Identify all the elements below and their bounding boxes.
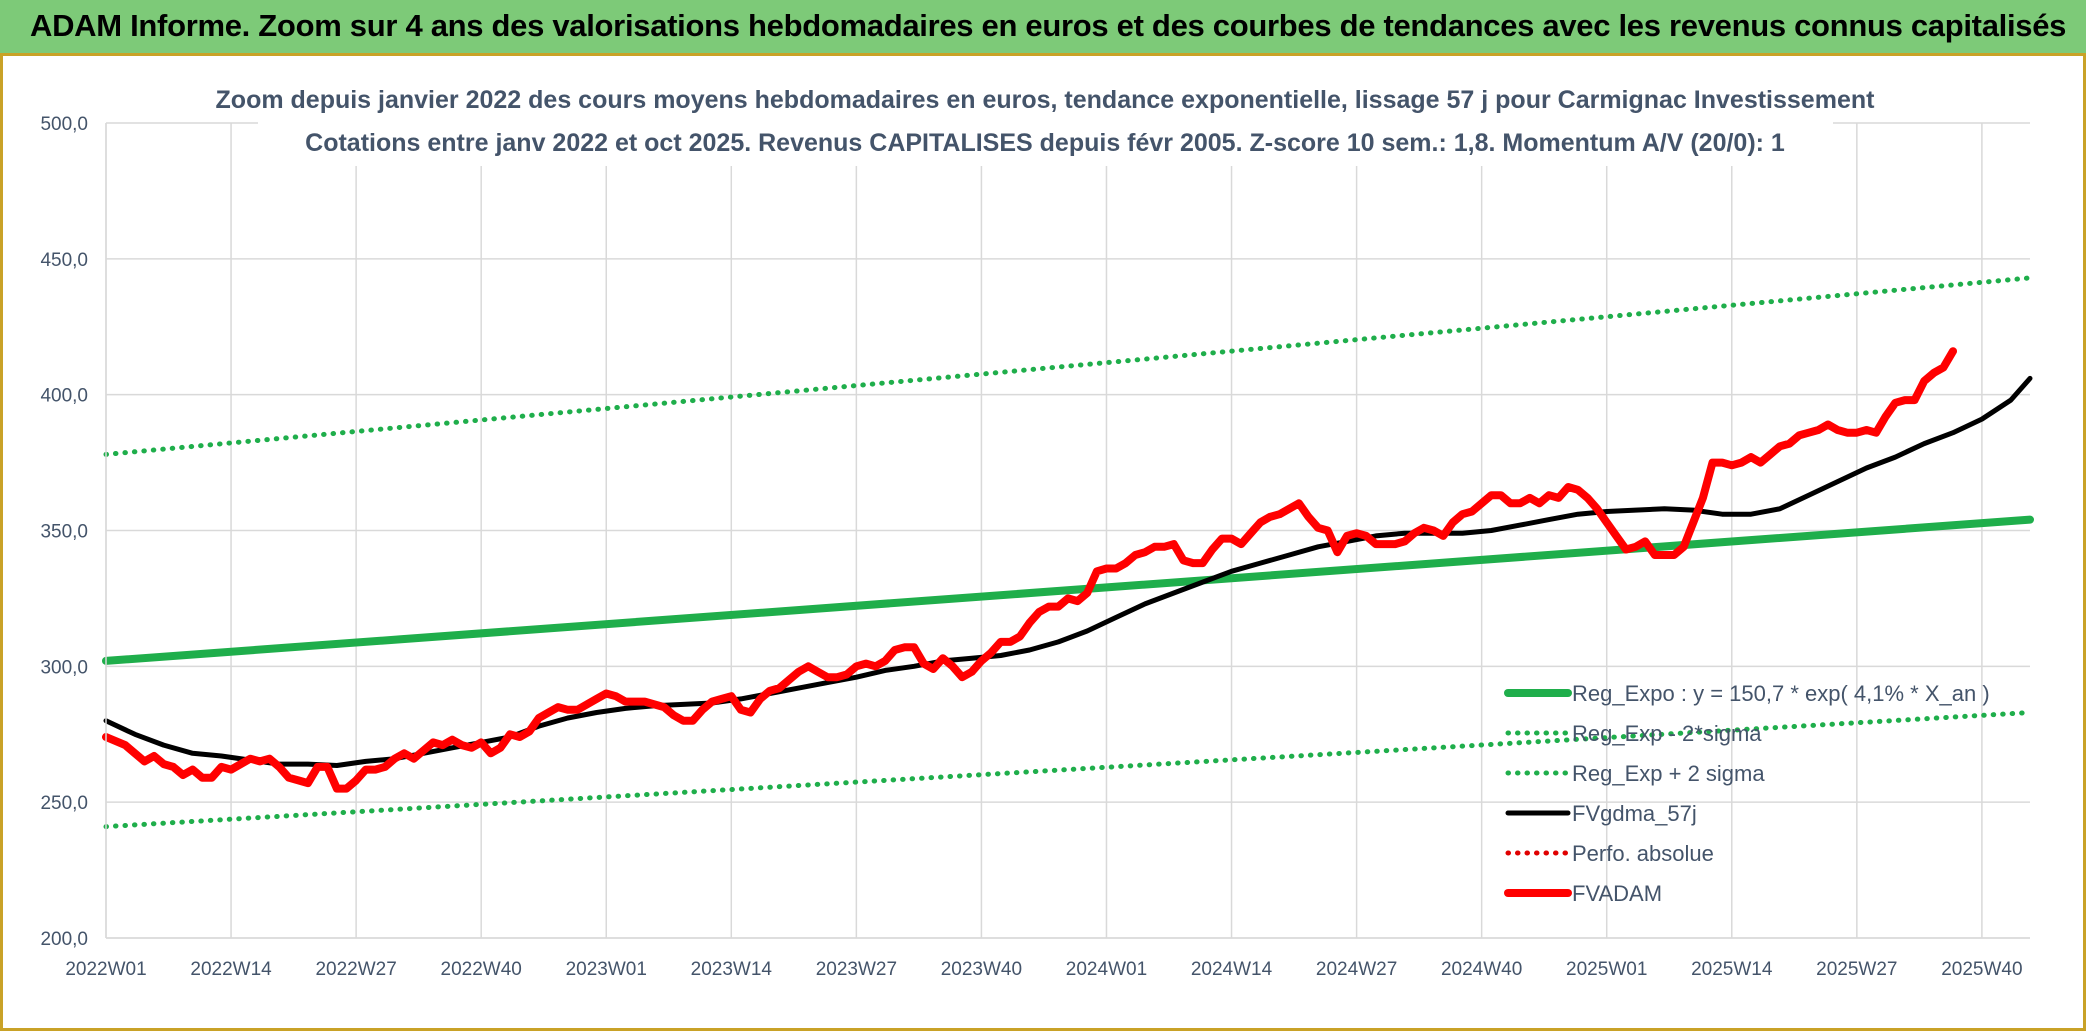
fvadam-line <box>102 347 1957 793</box>
x-tick-label: 2022W01 <box>65 959 146 980</box>
fvgdma-57j-line <box>103 375 2033 768</box>
y-tick-label: 250,0 <box>40 793 88 814</box>
reg-expo-line <box>102 515 2034 665</box>
report-banner: ADAM Informe. Zoom sur 4 ans des valoris… <box>0 0 2086 56</box>
x-tick-label: 2022W27 <box>315 959 396 980</box>
x-tick-label: 2022W40 <box>441 959 522 980</box>
chart-title: Zoom depuis janvier 2022 des cours moyen… <box>216 86 1876 114</box>
x-tick-label: 2024W40 <box>1441 959 1522 980</box>
series-layer <box>102 275 2034 830</box>
legend: Reg_Expo : y = 150,7 * exp( 4,1% * X_an … <box>1504 681 1990 906</box>
legend-label-reg-plus-2sigma: Reg_Exp + 2 sigma <box>1572 761 1765 786</box>
x-tick-label: 2023W27 <box>816 959 897 980</box>
legend-label-fvadam: FVADAM <box>1572 881 1662 906</box>
y-tick-label: 500,0 <box>40 114 88 135</box>
legend-label-reg-minus-2sigma: Reg_Exp - 2*sigma <box>1572 721 1762 746</box>
axes: 200,0 250,0 300,0 350,0 400,0 450,0 500,0 2022W… <box>40 114 2030 980</box>
y-tick-label: 450,0 <box>40 250 88 271</box>
x-tick-label: 2025W27 <box>1816 959 1897 980</box>
x-tick-label: 2023W40 <box>941 959 1022 980</box>
reg-minus-2sigma-line <box>103 710 2033 830</box>
x-tick-label: 2024W27 <box>1316 959 1397 980</box>
x-tick-label: 2025W01 <box>1566 959 1647 980</box>
x-tick-label: 2023W14 <box>691 959 773 980</box>
gridlines <box>105 122 2030 939</box>
x-tick-label: 2025W40 <box>1941 959 2022 980</box>
chart-frame <box>0 56 2086 1031</box>
y-tick-label: 350,0 <box>40 522 88 543</box>
x-tick-label: 2025W14 <box>1691 959 1773 980</box>
x-tick-label: 2024W01 <box>1066 959 1147 980</box>
x-tick-label: 2022W14 <box>190 959 272 980</box>
legend-label-reg-expo: Reg_Expo : y = 150,7 * exp( 4,1% * X_an … <box>1572 681 1990 706</box>
report-title: ADAM Informe. Zoom sur 4 ans des valoris… <box>30 8 2067 43</box>
chart-subtitle: Cotations entre janv 2022 et oct 2025. R… <box>305 129 1785 157</box>
reg-plus-2sigma-line <box>103 275 2033 457</box>
title-backdrop <box>258 78 1833 166</box>
y-tick-label: 400,0 <box>40 386 88 407</box>
legend-label-fvgdma-57j: FVgdma_57j <box>1572 801 1697 826</box>
y-tick-label: 300,0 <box>40 657 88 678</box>
legend-label-perfo-absolue: Perfo. absolue <box>1572 841 1714 866</box>
y-tick-label: 200,0 <box>40 929 88 950</box>
x-tick-label: 2024W14 <box>1191 959 1273 980</box>
x-tick-label: 2023W01 <box>566 959 647 980</box>
